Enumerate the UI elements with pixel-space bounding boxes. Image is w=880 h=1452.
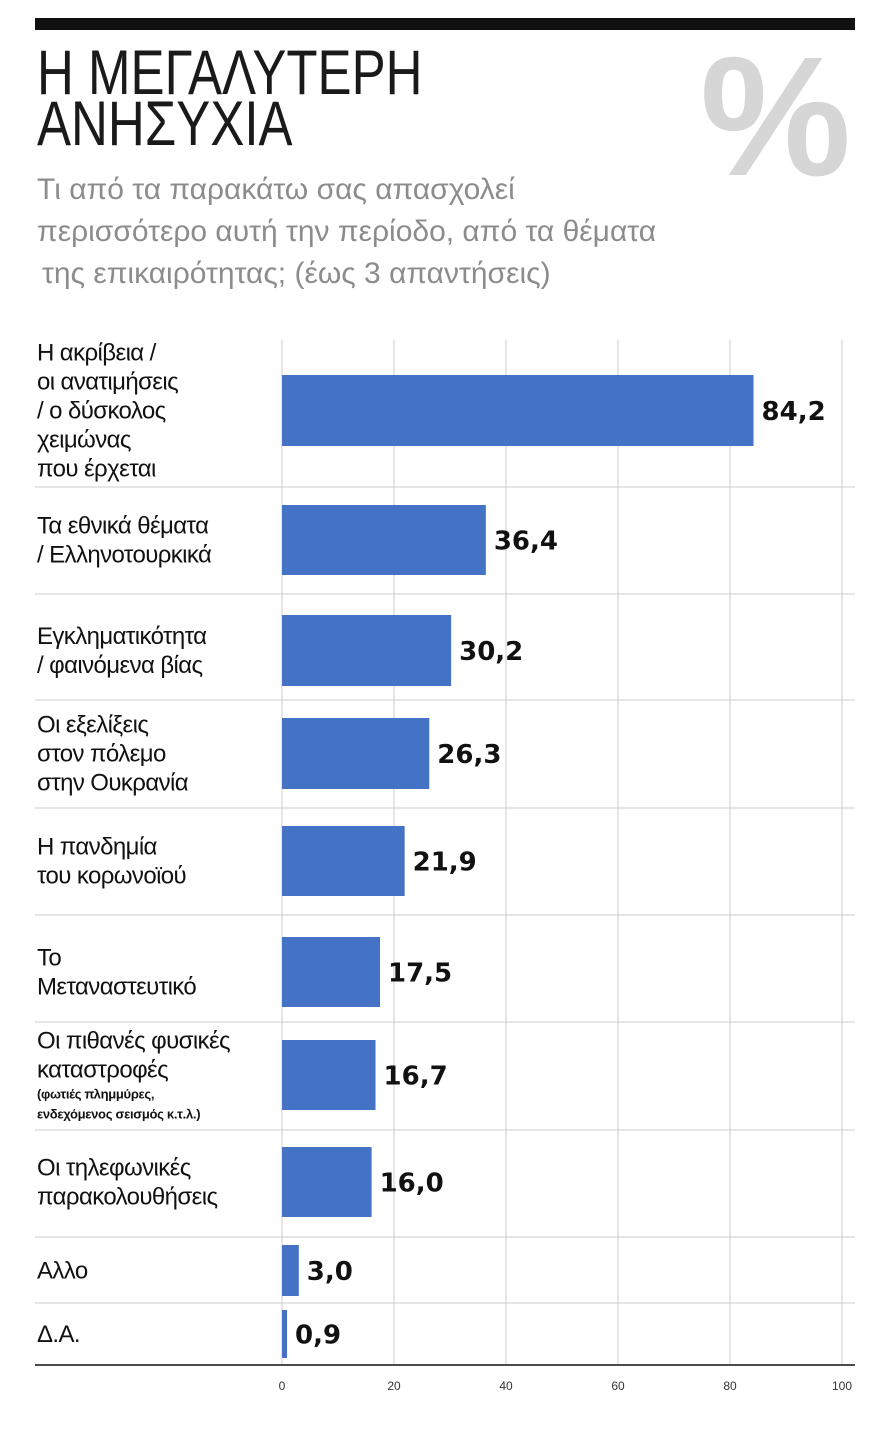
row-separators	[35, 486, 855, 1304]
title-line-2: ΑΝΗΣΥΧΙΑ	[37, 89, 293, 159]
bars	[282, 375, 754, 1358]
bar	[282, 615, 452, 686]
title-line-1: Η ΜΕΓΑΛΥΤΕΡΗ	[37, 38, 423, 108]
value-labels: 84,2 36,4 30,2 26,3 21,9 17,5 16,7 16,0 3,0 0,9	[295, 397, 826, 1351]
category-label-line: Το	[37, 945, 61, 972]
category-note-line: (φωτιές πλημμύρες,	[37, 1087, 154, 1102]
top-rule	[35, 18, 855, 30]
category-label: Η πανδημία του κορωνοϊού	[37, 834, 186, 890]
category-label-line: του κορωνοϊού	[37, 863, 186, 890]
category-label-line: Δ.Α.	[37, 1321, 80, 1348]
data-label: 3,0	[307, 1257, 353, 1287]
category-note-line: ενδεχόμενος σεισμός κ.τ.λ.)	[37, 1107, 200, 1122]
category-label: Οι τηλεφωνικές παρακολουθήσεις	[37, 1155, 217, 1211]
category-label-line: οι ανατιμήσεις	[37, 369, 178, 396]
subtitle-line-2: περισσότερο αυτή την περίοδο, από τα θέμ…	[37, 215, 657, 248]
bar	[282, 718, 430, 789]
x-tick-label: 20	[387, 1379, 401, 1393]
data-label: 36,4	[494, 527, 558, 557]
bar	[282, 1310, 288, 1358]
category-label-line: Εγκληματικότητα	[37, 623, 207, 650]
category-label-line: στην Ουκρανία	[37, 770, 189, 797]
category-label-line: Αλλο	[37, 1258, 88, 1285]
x-tick-label: 80	[723, 1379, 737, 1393]
x-tick-label: 60	[611, 1379, 625, 1393]
category-label-line: παρακολουθήσεις	[37, 1184, 217, 1211]
bar	[282, 1245, 299, 1296]
data-label: 16,0	[380, 1169, 444, 1199]
category-label-line: / ο δύσκολος	[37, 398, 166, 425]
data-label: 21,9	[413, 848, 477, 878]
category-label-line: χειμώνας	[37, 427, 131, 454]
category-label: Εγκληματικότητα / φαινόμενα βίας	[37, 623, 207, 679]
category-label: Οι πιθανές φυσικές καταστροφές (φωτιές πλη…	[37, 1028, 230, 1122]
category-label-line: Η πανδημία	[37, 834, 158, 861]
bar-chart: 84,2 36,4 30,2 26,3 21,9 17,5 16,7 16,0 3,0 0,9 Η …	[35, 340, 855, 1393]
page-title: Η ΜΕΓΑΛΥΤΕΡΗ ΑΝΗΣΥΧΙΑ	[37, 38, 423, 159]
x-tick-label: 40	[499, 1379, 513, 1393]
category-label: Δ.Α.	[37, 1321, 80, 1348]
bar	[282, 826, 405, 896]
category-label-line: Οι τηλεφωνικές	[37, 1155, 191, 1182]
chart-subtitle: Τι από τα παρακάτω σας απασχολεί περισσό…	[37, 169, 656, 295]
data-label: 0,9	[295, 1321, 341, 1351]
data-label: 17,5	[388, 959, 452, 989]
category-label-line: που έρχεται	[37, 456, 156, 483]
category-label-line: Οι εξελίξεις	[37, 712, 148, 739]
category-label-line: Η ακρίβεια /	[37, 340, 157, 367]
data-label: 26,3	[437, 740, 501, 770]
bar	[282, 505, 486, 575]
category-labels: Η ακρίβεια / οι ανατιμήσεις / ο δύσκολος χε…	[37, 340, 231, 1349]
category-label: Η ακρίβεια / οι ανατιμήσεις / ο δύσκολος χε…	[37, 340, 178, 483]
category-label-line: στον πόλεμο	[37, 741, 166, 768]
percent-symbol-icon: %	[700, 22, 852, 212]
bar	[282, 1147, 372, 1217]
bar	[282, 937, 380, 1007]
category-label: Οι εξελίξεις στον πόλεμο στην Ουκρανία	[37, 712, 189, 797]
bar	[282, 375, 754, 446]
category-label: Τα εθνικά θέματα / Ελληνοτουρκικά	[37, 513, 212, 569]
bar	[282, 1040, 376, 1110]
data-label: 30,2	[459, 637, 523, 667]
x-tick-label: 100	[832, 1379, 852, 1393]
category-label-line: / Ελληνοτουρκικά	[37, 542, 212, 569]
category-label: Το Μεταναστευτικό	[37, 945, 196, 1001]
category-label: Αλλο	[37, 1258, 88, 1285]
subtitle-line-3: της επικαιρότητας; (έως 3 απαντήσεις)	[42, 257, 551, 290]
category-label-line: Οι πιθανές φυσικές	[37, 1028, 230, 1055]
category-label-line: / φαινόμενα βίας	[37, 652, 203, 679]
x-tick-label: 0	[279, 1379, 286, 1393]
data-label: 84,2	[762, 397, 826, 427]
category-label-line: Τα εθνικά θέματα	[37, 513, 209, 540]
category-label-line: Μεταναστευτικό	[37, 974, 196, 1001]
x-axis: 0 20 40 60 80 100	[35, 1364, 855, 1393]
category-label-line: καταστροφές	[37, 1057, 168, 1084]
subtitle-line-1: Τι από τα παρακάτω σας απασχολεί	[37, 173, 515, 206]
data-label: 16,7	[384, 1062, 448, 1092]
